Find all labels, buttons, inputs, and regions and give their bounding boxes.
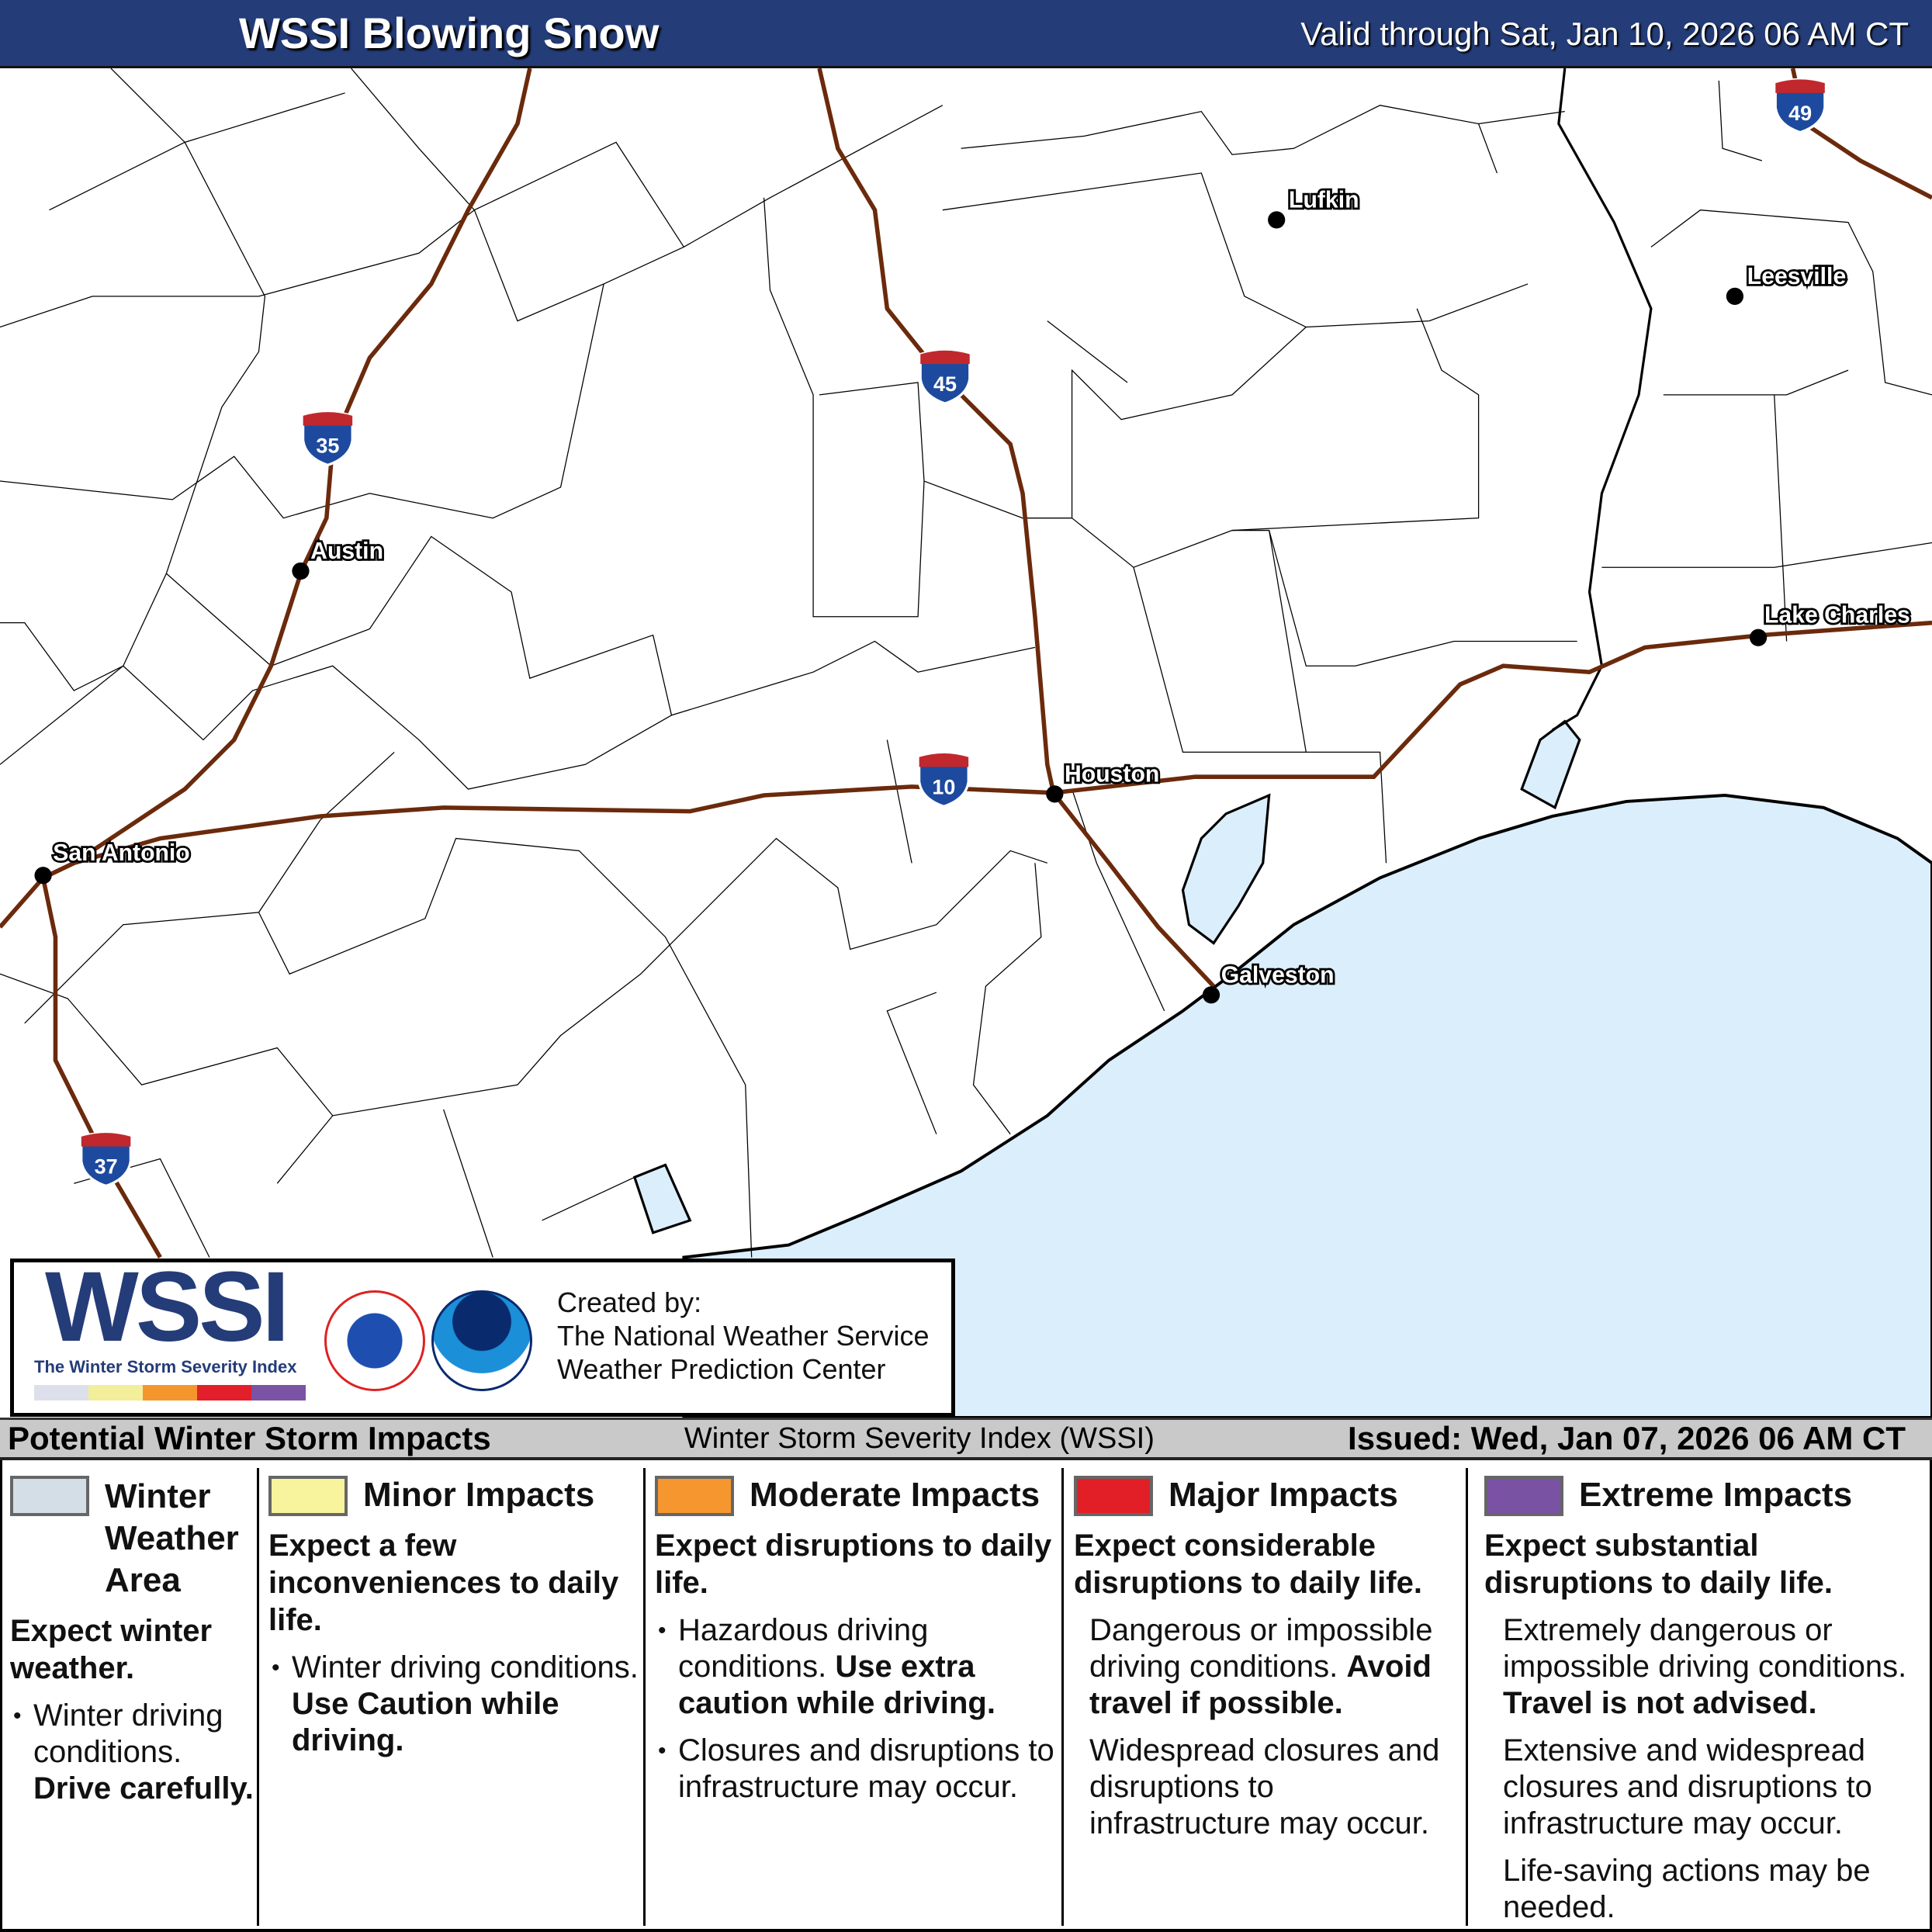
legend-text-bold: Travel is not advised.	[1503, 1686, 1817, 1720]
swatch-winter-weather	[10, 1476, 89, 1516]
org-wpc: Weather Prediction Center	[557, 1353, 886, 1385]
legend-title: Moderate Impacts	[750, 1476, 1040, 1514]
impact-legend: Winter Weather Area Expect winter weathe…	[0, 1460, 1932, 1932]
legend-summary: Expect a few inconveniences to daily lif…	[268, 1529, 619, 1637]
swatch-extreme	[1484, 1476, 1563, 1516]
interstate-45-shield: 45	[919, 349, 971, 405]
sabine-lake	[1520, 719, 1581, 810]
interstate-45	[817, 68, 1216, 989]
city-san-antonio[interactable]: San Antonio	[34, 838, 192, 885]
nws-seal-logo	[324, 1290, 425, 1391]
map-title: WSSI Blowing Snow	[239, 9, 660, 57]
noaa-seal-logo	[431, 1290, 532, 1391]
city-label: Galveston	[1221, 962, 1335, 988]
legend-text-bold: Avoid travel if possible.	[1089, 1650, 1432, 1720]
city-marker	[1268, 211, 1286, 229]
legend-summary: Expect winter weather.	[10, 1614, 213, 1685]
legend-summary: Expect considerable disruptions to daily…	[1074, 1529, 1422, 1600]
legend-text-3: Life-saving actions may be needed.	[1503, 1854, 1871, 1924]
impacts-heading: Potential Winter Storm Impacts	[8, 1420, 491, 1456]
wssi-wordmark: WSSI	[45, 1252, 289, 1362]
wssi-tagline: The Winter Storm Severity Index	[34, 1357, 297, 1376]
org-nws: The National Weather Service	[557, 1320, 930, 1352]
legend-title: Winter Weather Area	[105, 1477, 239, 1599]
map[interactable]: 35 45 10 37 49 Lufkin Leesville Austin San Anto…	[0, 68, 1932, 1418]
legend-column-minor: Minor Impacts Expect a few inconvenience…	[268, 1460, 641, 1926]
interstate-10	[0, 620, 1932, 929]
svg-text:45: 45	[933, 372, 957, 396]
interstate-35-shield: 35	[302, 410, 354, 467]
svg-text:49: 49	[1788, 102, 1812, 125]
city-marker	[34, 867, 52, 885]
legend-bullet-2: Closures and disruptions to infrastructu…	[678, 1733, 1054, 1804]
severity-color-bar	[34, 1385, 306, 1401]
city-label: Houston	[1065, 762, 1159, 788]
legend-bullet: Winter driving conditions.	[33, 1698, 223, 1769]
city-galveston[interactable]: Galveston	[1202, 961, 1336, 1004]
city-label: Leesville	[1747, 264, 1846, 289]
city-label: Lufkin	[1289, 188, 1359, 213]
info-bar: Potential Winter Storm Impacts Winter St…	[0, 1418, 1932, 1460]
credits: Created by: The National Weather Service…	[557, 1286, 930, 1386]
swatch-minor	[268, 1476, 348, 1516]
svg-text:35: 35	[316, 435, 339, 458]
legend-summary: Expect disruptions to daily life.	[655, 1529, 1052, 1600]
interstate-49-shield: 49	[1774, 78, 1826, 134]
legend-text-2: Extensive and widespread closures and di…	[1503, 1733, 1872, 1840]
legend-text: Extremely dangerous or impossible drivin…	[1503, 1613, 1907, 1684]
legend-title: Minor Impacts	[363, 1476, 595, 1514]
legend-bullet-bold: Drive carefully.	[33, 1771, 254, 1806]
state-border	[1552, 68, 1653, 732]
county-lines	[0, 68, 1932, 1258]
interstate-35	[40, 68, 532, 1259]
header: WSSI Blowing Snow Valid through Sat, Jan…	[0, 0, 1932, 68]
legend-bullet: Hazardous driving conditions.	[678, 1613, 929, 1684]
city-lufkin[interactable]: Lufkin	[1268, 185, 1361, 229]
galveston-bay	[1181, 793, 1271, 945]
city-label: Austin	[310, 538, 383, 564]
legend-column-extreme: Extreme Impacts Expect substantial disru…	[1484, 1460, 1928, 1926]
matagorda-bay	[632, 1163, 692, 1234]
legend-bullet: Winter driving conditions.	[292, 1650, 639, 1684]
legend-title: Major Impacts	[1169, 1476, 1398, 1514]
legend-column-moderate: Moderate Impacts Expect disruptions to d…	[655, 1460, 1058, 1926]
legend-column-major: Major Impacts Expect considerable disrup…	[1074, 1460, 1462, 1926]
svg-text:10: 10	[932, 775, 955, 798]
city-marker	[1726, 287, 1744, 305]
city-lake-charles[interactable]: Lake Charles	[1749, 601, 1913, 646]
swatch-major	[1074, 1476, 1153, 1516]
issued-time: Issued: Wed, Jan 07, 2026 06 AM CT	[1348, 1420, 1906, 1456]
legend-text-2: Widespread closures and disruptions to i…	[1089, 1733, 1440, 1840]
swatch-moderate	[655, 1476, 734, 1516]
created-by-label: Created by:	[557, 1286, 702, 1318]
legend-column-winter-weather: Winter Weather Area Expect winter weathe…	[10, 1460, 254, 1926]
interstate-10-shield: 10	[918, 752, 970, 808]
city-label: San Antonio	[53, 840, 189, 866]
legend-title: Extreme Impacts	[1579, 1476, 1853, 1514]
valid-time: Valid through Sat, Jan 10, 2026 06 AM CT	[1300, 16, 1909, 52]
svg-text:37: 37	[95, 1155, 118, 1179]
wssi-logo-box: WSSI The Winter Storm Severity Index Cre…	[10, 1252, 955, 1417]
interstate-37-shield: 37	[80, 1131, 132, 1188]
gulf-of-mexico	[682, 793, 1932, 1418]
legend-bullet-bold: Use extra caution while driving.	[678, 1650, 995, 1720]
city-label: Lake Charles	[1764, 603, 1910, 628]
city-austin[interactable]: Austin	[292, 536, 386, 580]
index-name: Winter Storm Severity Index (WSSI)	[684, 1421, 1155, 1455]
city-marker	[1046, 785, 1064, 803]
city-marker	[1202, 986, 1220, 1004]
city-leesville[interactable]: Leesville	[1726, 261, 1848, 305]
legend-text: Dangerous or impossible driving conditio…	[1089, 1613, 1433, 1684]
legend-summary: Expect substantial disruptions to daily …	[1484, 1529, 1833, 1600]
city-houston[interactable]: Houston	[1046, 760, 1162, 803]
legend-bullet-bold: Use Caution while driving.	[292, 1687, 559, 1757]
city-marker	[1749, 628, 1768, 646]
city-marker	[292, 562, 310, 580]
